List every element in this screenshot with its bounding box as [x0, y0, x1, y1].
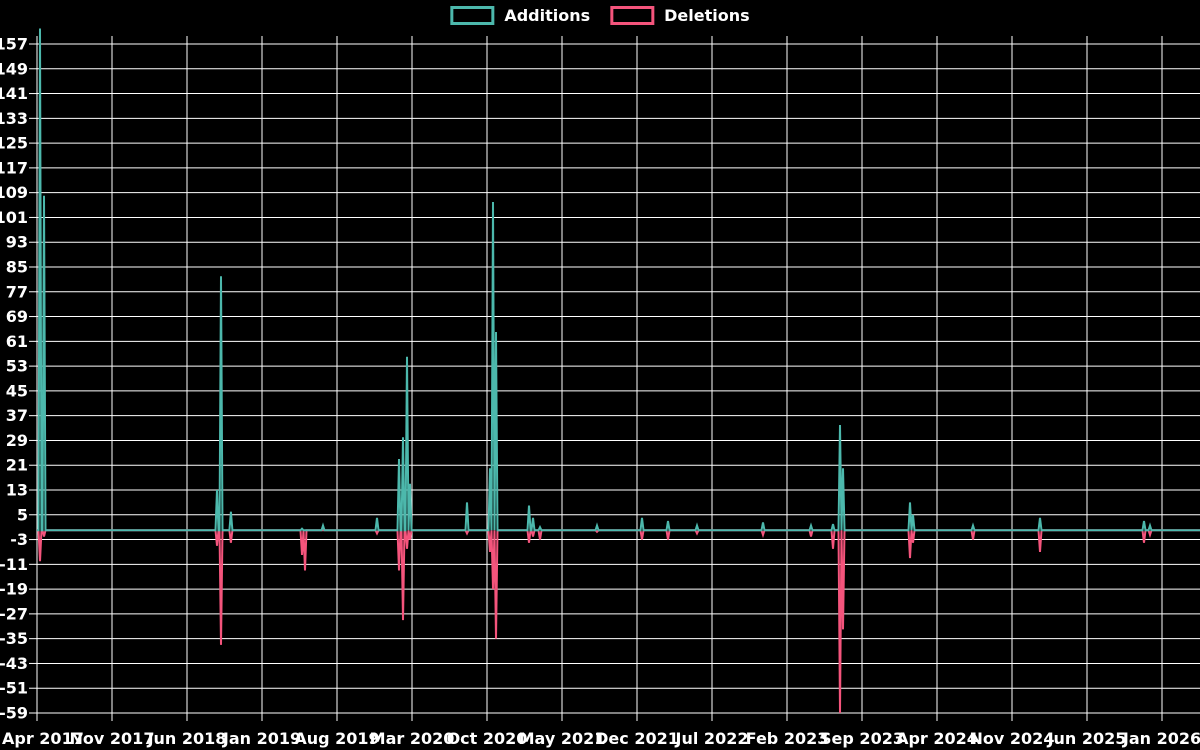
x-axis-tick-label: Apr 2017: [2, 729, 84, 748]
legend-label: Deletions: [664, 5, 750, 25]
y-axis-tick-label: 37: [6, 406, 28, 425]
x-axis-tick-label: Jan 2019: [222, 729, 301, 748]
x-axis-tick-label: Jan 2026: [1122, 729, 1200, 748]
y-axis-tick-label: 77: [6, 282, 28, 301]
x-axis-tick-label: Oct 2020: [447, 729, 528, 748]
x-axis-tick-label: May 2021: [519, 729, 606, 748]
x-axis-tick-label: Jun 2025: [1047, 729, 1127, 748]
x-axis-tick-label: Sep 2023: [820, 729, 904, 748]
y-axis-tick-label: -27: [0, 604, 28, 623]
legend-color-swatch: [450, 6, 495, 25]
chart-legend: Additions Deletions: [450, 6, 750, 25]
y-axis-tick-label: 93: [6, 233, 28, 252]
x-axis-tick-label: Nov 2024: [970, 729, 1055, 748]
y-axis-tick-label: 61: [6, 332, 28, 351]
legend-item-deletions[interactable]: Deletions: [610, 6, 750, 25]
x-axis-tick-label: Mar 2020: [370, 729, 455, 748]
x-axis-tick-label: Feb 2023: [746, 729, 829, 748]
y-axis-tick-label: -3: [10, 530, 28, 549]
x-axis-tick-label: Apr 2024: [896, 729, 978, 748]
y-axis-tick-label: -35: [0, 629, 28, 648]
y-axis-tick-label: 85: [6, 258, 28, 277]
y-axis-tick-label: 125: [0, 134, 28, 153]
y-axis-tick-label: 13: [6, 481, 28, 500]
y-axis-tick-label: -43: [0, 654, 28, 673]
y-axis-tick-label: 141: [0, 84, 28, 103]
y-axis-tick-label: 157: [0, 35, 28, 54]
y-axis-tick-label: -19: [0, 580, 28, 599]
additions-series-line: [37, 28, 1200, 532]
x-axis-tick-label: Dec 2021: [595, 729, 679, 748]
y-axis-tick-label: 101: [0, 208, 28, 227]
y-axis-tick-label: 45: [6, 381, 28, 400]
y-axis-tick-label: 149: [0, 59, 28, 78]
y-axis-tick-label: -11: [0, 555, 28, 574]
legend-item-additions[interactable]: Additions: [450, 6, 590, 25]
y-axis-tick-label: 53: [6, 357, 28, 376]
legend-label: Additions: [504, 5, 591, 25]
y-axis-tick-label: 29: [6, 431, 28, 450]
y-axis-tick-label: 133: [0, 109, 28, 128]
legend-color-swatch: [610, 6, 655, 25]
x-axis-tick-label: Nov 2017: [70, 729, 155, 748]
y-axis-tick-label: 109: [0, 183, 28, 202]
x-axis-tick-label: Jul 2022: [675, 729, 749, 748]
deletions-series-line: [37, 529, 1200, 714]
y-axis-tick-label: -51: [0, 679, 28, 698]
x-axis-tick-label: Aug 2019: [294, 729, 379, 748]
y-axis-tick-label: 21: [6, 456, 28, 475]
y-axis-tick-label: 5: [17, 505, 28, 524]
y-axis-tick-label: -59: [0, 704, 28, 723]
y-axis-tick-label: 69: [6, 307, 28, 326]
x-axis-tick-label: Jun 2018: [147, 729, 227, 748]
y-axis-tick-label: 117: [0, 158, 28, 177]
